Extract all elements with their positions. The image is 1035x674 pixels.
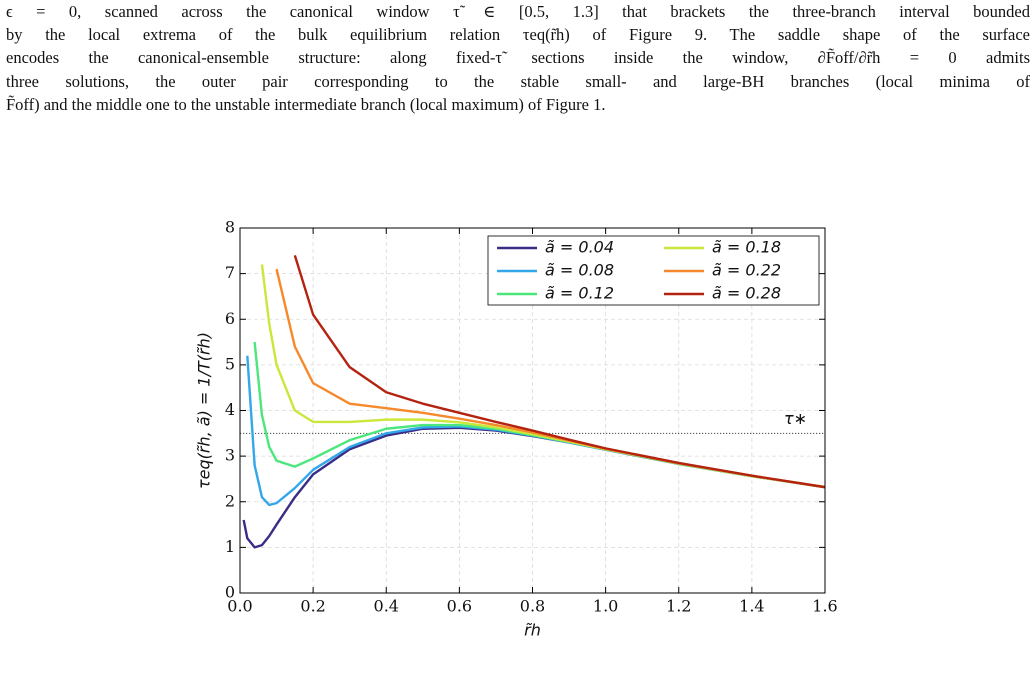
- y-tick-label: 5: [225, 354, 235, 373]
- series-line: [293, 255, 825, 489]
- y-tick-label: 6: [225, 309, 235, 328]
- legend-label: ã = 0.04: [545, 238, 614, 257]
- annotation-label: τ∗: [784, 409, 807, 428]
- text-line: F̃off) and the middle one to the unstabl…: [6, 94, 606, 114]
- x-tick-label: 0.2: [300, 597, 325, 616]
- text-line: ϵ = 0, scanned across the canonical wind…: [6, 2, 1030, 21]
- y-axis-label: τeq(r̃h, ã) = 1/T(r̃h): [195, 332, 214, 489]
- y-tick-label: 0: [225, 583, 235, 602]
- x-tick-label: 1.6: [812, 597, 837, 616]
- y-tick-label: 2: [225, 491, 235, 510]
- x-tick-label: 0.4: [374, 597, 399, 616]
- x-tick-label: 1.4: [739, 597, 764, 616]
- legend-label: ã = 0.22: [712, 261, 781, 280]
- text-line: encodes the canonical-ensemble structure…: [6, 48, 1030, 68]
- y-tick-label: 1: [225, 537, 235, 556]
- y-tick-label: 4: [225, 400, 235, 419]
- x-axis-label: r̃h: [524, 621, 541, 640]
- y-tick-label: 3: [225, 446, 235, 465]
- text-line: by the local extrema of the bulk equilib…: [6, 25, 1030, 45]
- plot-frame: [239, 227, 826, 594]
- legend-label: ã = 0.12: [545, 284, 614, 303]
- legend-label: ã = 0.28: [712, 284, 781, 303]
- x-tick-label: 1.0: [593, 597, 618, 616]
- y-tick-label: 8: [225, 218, 235, 237]
- text-line: three solutions, the outer pair correspo…: [6, 71, 1030, 91]
- legend-label: ã = 0.08: [545, 261, 614, 280]
- legend-label: ã = 0.18: [712, 238, 781, 257]
- x-tick-label: 0.6: [447, 597, 472, 616]
- series-line: [242, 426, 825, 549]
- y-tick-label: 7: [225, 263, 235, 282]
- paragraph: ϵ = 0, scanned across the canonical wind…: [6, 0, 1030, 116]
- x-tick-label: 1.2: [666, 597, 691, 616]
- series-line: [253, 341, 825, 489]
- x-tick-label: 0.8: [520, 597, 545, 616]
- x-tick-label: 0.0: [227, 597, 252, 616]
- legend-box: [487, 235, 820, 306]
